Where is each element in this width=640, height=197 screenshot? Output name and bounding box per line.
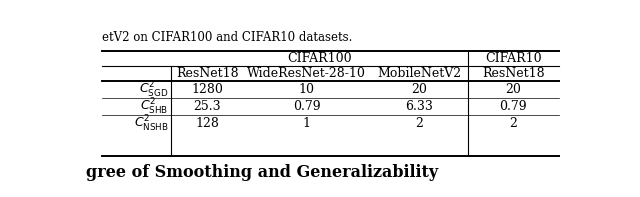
Text: 2: 2 [509,117,517,130]
Text: 1: 1 [303,117,310,130]
Text: WideResNet-28-10: WideResNet-28-10 [247,67,366,80]
Text: 2: 2 [415,117,423,130]
Text: $C^2_{\mathrm{SHB}}$: $C^2_{\mathrm{SHB}}$ [140,97,168,117]
Text: CIFAR10: CIFAR10 [485,52,541,65]
Text: 6.33: 6.33 [405,100,433,113]
Text: 128: 128 [195,117,219,130]
Text: CIFAR100: CIFAR100 [287,52,352,65]
Text: 0.79: 0.79 [293,100,321,113]
Text: 0.79: 0.79 [499,100,527,113]
Text: MobileNetV2: MobileNetV2 [377,67,461,80]
Text: 25.3: 25.3 [193,100,221,113]
Text: 1280: 1280 [191,83,223,96]
Text: $C^2_{\mathrm{NSHB}}$: $C^2_{\mathrm{NSHB}}$ [134,114,168,134]
Text: 20: 20 [506,83,521,96]
Text: etV2 on CIFAR100 and CIFAR10 datasets.: etV2 on CIFAR100 and CIFAR10 datasets. [102,32,352,45]
Text: gree of Smoothing and Generalizability: gree of Smoothing and Generalizability [86,164,438,181]
Text: 20: 20 [411,83,427,96]
Text: ResNet18: ResNet18 [482,67,545,80]
Text: $C^2_{\mathrm{SGD}}$: $C^2_{\mathrm{SGD}}$ [139,80,168,100]
Text: 10: 10 [299,83,315,96]
Text: ResNet18: ResNet18 [176,67,239,80]
